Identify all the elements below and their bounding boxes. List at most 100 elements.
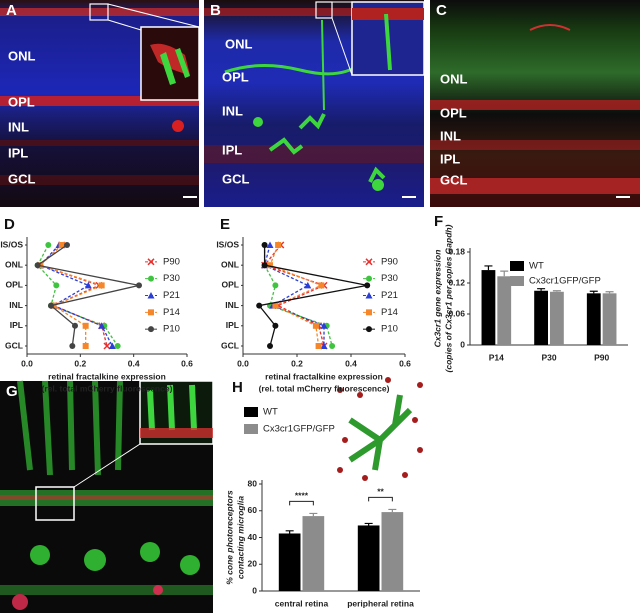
legend-label: WT (263, 407, 278, 418)
x-tick-label: P30 (541, 352, 556, 362)
bar (302, 516, 325, 591)
y-tick-label: 20 (248, 559, 258, 569)
series-line (263, 244, 325, 346)
y-tick-label: 40 (248, 532, 258, 542)
layer-label: IPL (8, 145, 28, 160)
data-point (256, 302, 263, 309)
data-point (103, 342, 111, 350)
bar (497, 276, 512, 345)
legend-label: P30 (163, 273, 180, 284)
data-point (48, 302, 54, 309)
layer-label: INL (8, 119, 29, 134)
y-tick-label: INL (225, 300, 239, 310)
data-point (261, 262, 268, 269)
x-tick-label: peripheral retina (347, 598, 414, 608)
data-point (98, 322, 106, 329)
significance-label: ** (377, 487, 384, 497)
y-axis-title: (copies of Cx3cr1 per copies Gapdh) (443, 224, 453, 372)
panel-label: G (6, 383, 18, 400)
y-tick-label: ONL (5, 259, 23, 269)
x-axis-title: retinal fractalkine expression (265, 371, 383, 381)
x-tick-label: P14 (489, 352, 504, 362)
y-tick-label: INL (9, 300, 23, 310)
panel-label: B (210, 2, 221, 19)
legend-swatch (244, 424, 258, 434)
error-bar (388, 508, 397, 513)
data-point (58, 242, 65, 248)
x-tick-label: 0.6 (399, 358, 411, 368)
series-line (258, 245, 368, 347)
data-point (272, 282, 279, 289)
data-point (329, 343, 336, 349)
x-tick-label: 0.2 (74, 358, 86, 368)
layer-label: ONL (440, 71, 468, 86)
legend-label: P10 (381, 324, 398, 335)
render-inset (333, 371, 427, 488)
data-point (108, 342, 116, 349)
layer-label: GCL (222, 171, 250, 186)
data-point (82, 322, 89, 329)
layer-label: GCL (8, 171, 36, 186)
micrograph-b: B ONL OPL INL IPL GCL (204, 0, 425, 207)
legend-swatch (510, 261, 524, 271)
layer-label: OPL (440, 105, 467, 120)
y-tick-label: IS/OS (0, 239, 23, 249)
y-tick-label: GCL (221, 340, 239, 350)
data-point (82, 343, 89, 349)
bar (602, 293, 617, 345)
legend-marker (147, 258, 155, 266)
bar (550, 291, 564, 345)
x-tick-label: 0.4 (128, 358, 140, 368)
micrograph-a: A ONL OPL INL IPL GCL (0, 0, 200, 207)
data-point (34, 262, 41, 269)
y-tick-label: 0.12 (448, 277, 465, 287)
legend-label: P14 (381, 307, 398, 318)
legend-label: P14 (163, 307, 180, 318)
error-bar (364, 522, 373, 526)
legend-marker (148, 326, 154, 333)
legend-label: P21 (381, 290, 398, 301)
legend-marker (366, 275, 372, 282)
layer-label: IPL (440, 151, 460, 166)
data-point (114, 343, 121, 349)
legend-label: P21 (163, 290, 180, 301)
data-point (69, 343, 76, 349)
y-tick-label: OPL (222, 280, 239, 290)
layer-label: OPL (8, 94, 35, 109)
legend-marker (366, 326, 372, 333)
y-tick-label: 0 (460, 339, 465, 349)
series-line (263, 244, 326, 347)
data-point (315, 343, 322, 349)
legend-marker (366, 309, 372, 316)
x-axis-title: (rel. total mCherry fluorescence) (42, 383, 173, 393)
x-tick-label: 0.0 (21, 358, 33, 368)
x-tick-label: 0.6 (181, 358, 193, 368)
panel-label: H (232, 379, 243, 396)
layer-label: ONL (225, 36, 253, 51)
layer-label: INL (222, 103, 243, 118)
data-point (267, 262, 273, 269)
error-bar (285, 530, 294, 534)
y-axis-title: Cx3cr1 gene expression (432, 250, 442, 348)
y-axis-title: contacting microglia (235, 496, 245, 579)
legend-swatch (244, 407, 258, 417)
data-point (136, 282, 142, 289)
data-point (312, 322, 319, 329)
error-bar (589, 290, 598, 294)
significance-bracket (289, 500, 314, 506)
layer-label: OPL (222, 69, 249, 84)
significance-label: **** (295, 491, 309, 501)
panel-label: F (434, 213, 443, 230)
layer-label: ONL (8, 48, 36, 63)
bar (357, 525, 380, 591)
data-point (320, 342, 328, 349)
x-tick-label: 0.2 (291, 358, 303, 368)
bar (278, 533, 301, 591)
bar (381, 512, 404, 591)
data-point (64, 242, 70, 248)
error-bar (605, 291, 614, 294)
significance-bracket (368, 496, 393, 502)
y-tick-label: IPL (226, 320, 239, 330)
error-bar (500, 270, 509, 277)
